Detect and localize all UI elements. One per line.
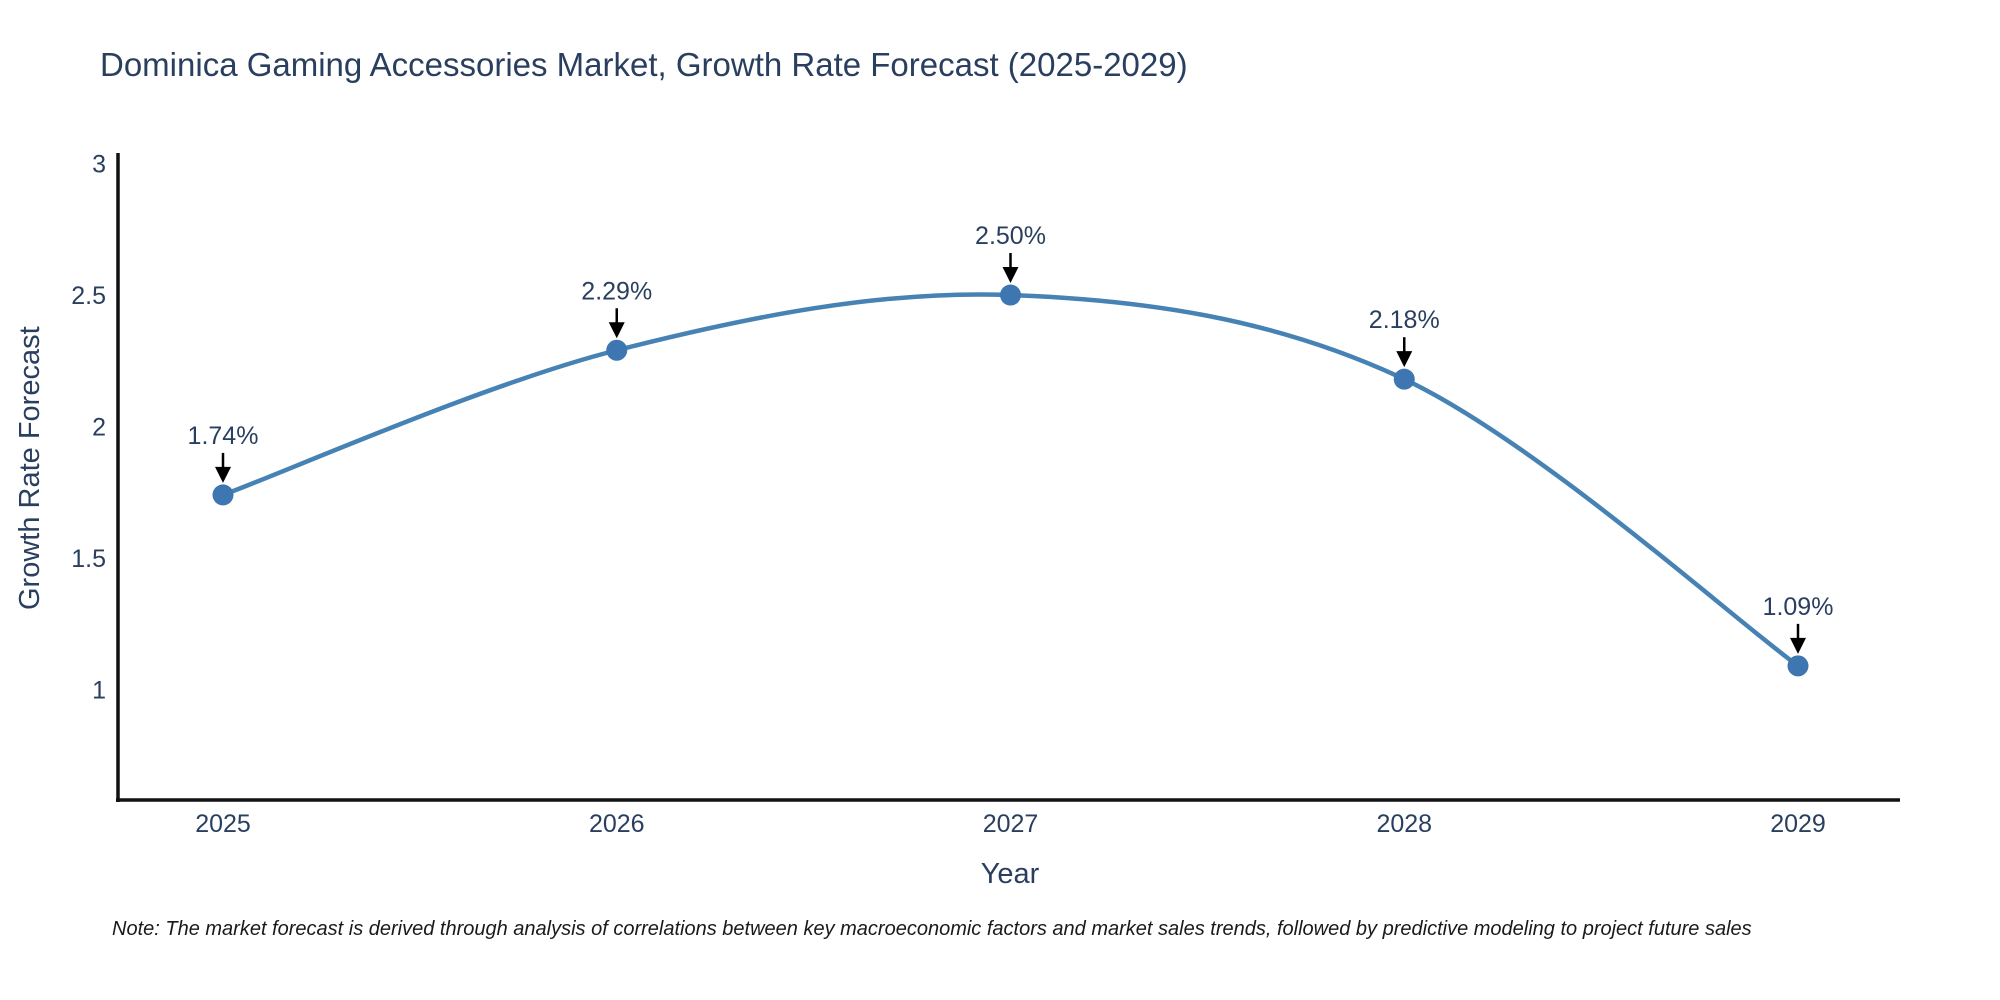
y-tick-label: 1: [92, 677, 106, 705]
chart-title: Dominica Gaming Accessories Market, Grow…: [100, 46, 1188, 83]
x-tick-label: 2027: [983, 810, 1039, 838]
annotation-arrowhead: [1396, 351, 1413, 368]
x-tick-label: 2028: [1376, 810, 1432, 838]
data-point-2028[interactable]: [1393, 368, 1415, 390]
data-label: 2.18%: [1369, 306, 1440, 334]
x-tick-label: 2025: [195, 810, 251, 838]
x-tick-label: 2029: [1770, 810, 1826, 838]
data-point-2029[interactable]: [1787, 655, 1809, 677]
annotation-arrowhead: [1002, 267, 1019, 284]
annotation-arrowhead: [1790, 637, 1806, 654]
data-point-2027[interactable]: [1000, 284, 1021, 306]
annotation-arrowhead: [608, 322, 625, 339]
x-axis-title: Year: [980, 858, 1040, 890]
y-tick-label: 1.5: [71, 545, 106, 573]
y-tick-label: 2.5: [71, 282, 106, 310]
data-point-2025[interactable]: [212, 484, 234, 506]
data-label: 2.50%: [975, 222, 1046, 250]
annotation-arrowhead: [215, 466, 231, 483]
data-point-2026[interactable]: [606, 339, 628, 361]
y-tick-label: 2: [92, 414, 106, 442]
forecast-line: [222, 292, 1800, 668]
data-label: 1.74%: [188, 422, 259, 450]
y-tick-label: 3: [92, 151, 106, 179]
footnote-text: Note: The market forecast is derived thr…: [112, 918, 1752, 940]
data-label: 2.29%: [581, 277, 652, 305]
data-label: 1.09%: [1763, 593, 1834, 621]
footnote: Note: The market forecast is derived thr…: [0, 918, 2000, 941]
x-tick-label: 2026: [589, 810, 645, 838]
